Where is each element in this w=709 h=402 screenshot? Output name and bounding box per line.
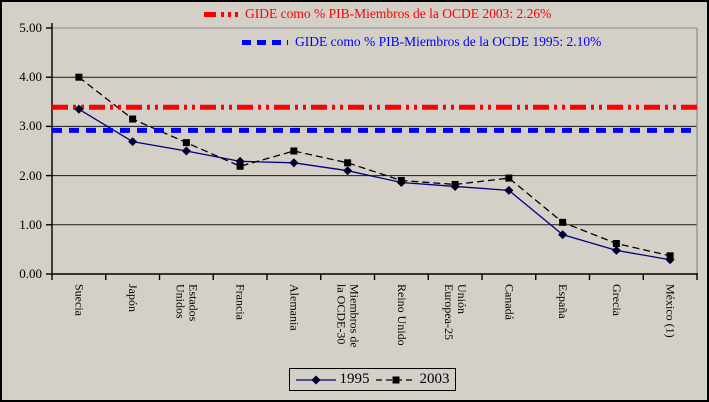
legend-label-2003: 2003 [419,371,450,387]
data-point-square-2003 [559,218,567,226]
y-axis-labels: 0.00 1.00 2.00 3.00 4.00 5.00 [2,2,44,400]
reference-legend-2003-label: GIDE como % PIB-Miembros de la OCDE 2003… [245,6,552,21]
x-axis-category-label: Grecia [609,284,624,316]
series-1995-line-key-icon [295,374,336,385]
dash-dot-dot-line-key-icon [204,11,238,17]
reference-legend-2003: GIDE como % PIB-Miembros de la OCDE 2003… [204,6,551,22]
data-point-square-2003 [290,147,298,155]
x-axis-category-label: Japón [126,284,141,312]
x-axis-labels: Suecia Japón Estados Unidos Francia Alemania… [2,282,707,377]
legend-label-1995: 1995 [339,371,370,387]
data-point-diamond-1995 [289,158,299,168]
y-axis-tick-label: 4.00 [19,69,42,85]
data-point-diamond-1995 [181,146,191,156]
legend-square-icon [392,376,399,383]
data-point-square-2003 [451,180,459,188]
x-axis-category-label: Canadá [502,284,517,320]
series-legend: 1995 2003 [289,368,456,391]
y-axis-tick-label: 3.00 [19,118,42,134]
x-axis-category-label: Miembros de la OCDE-30 [334,284,362,348]
x-axis-category-label: Suecia [72,284,87,316]
data-point-square-2003 [397,177,405,185]
x-axis-category-label: Reino Unido [394,284,409,346]
x-axis-category-label: México (1) [663,284,678,338]
data-point-diamond-1995 [128,137,138,147]
data-point-diamond-1995 [611,245,621,255]
reference-legend-1995: GIDE como % PIB-Miembros de la OCDE 1995… [242,34,601,50]
legend-diamond-icon [310,374,321,385]
data-point-square-2003 [236,162,244,170]
x-axis-category-label: Estados Unidos [173,284,201,322]
data-point-square-2003 [75,73,83,81]
x-axis-category-label: Francia [233,284,248,320]
reference-legend-1995-label: GIDE como % PIB-Miembros de la OCDE 1995… [295,34,602,49]
x-axis-category-label: Unión Europea-25 [442,284,470,340]
x-axis-category-label: Alemania [287,284,302,331]
data-point-square-2003 [182,139,190,147]
data-point-square-2003 [505,174,513,182]
x-axis-category-label: España [556,284,571,319]
dashed-line-key-icon [242,39,288,45]
y-axis-tick-label: 1.00 [19,216,42,232]
series-2003-line-key-icon [375,376,416,383]
data-point-square-2003 [344,159,352,167]
data-point-square-2003 [666,252,674,260]
data-point-diamond-1995 [74,104,84,114]
data-point-square-2003 [129,115,137,123]
data-point-square-2003 [612,239,620,247]
y-axis-tick-label: 2.00 [19,167,42,183]
y-axis-tick-label: 0.00 [19,266,42,281]
legend-entry-1995: 1995 [295,371,370,388]
series-line-2003 [78,76,671,257]
series-line-1995 [78,108,671,261]
data-point-diamond-1995 [343,166,353,176]
legend-entry-2003: 2003 [375,371,450,388]
y-axis-tick-label: 5.00 [19,20,42,35]
